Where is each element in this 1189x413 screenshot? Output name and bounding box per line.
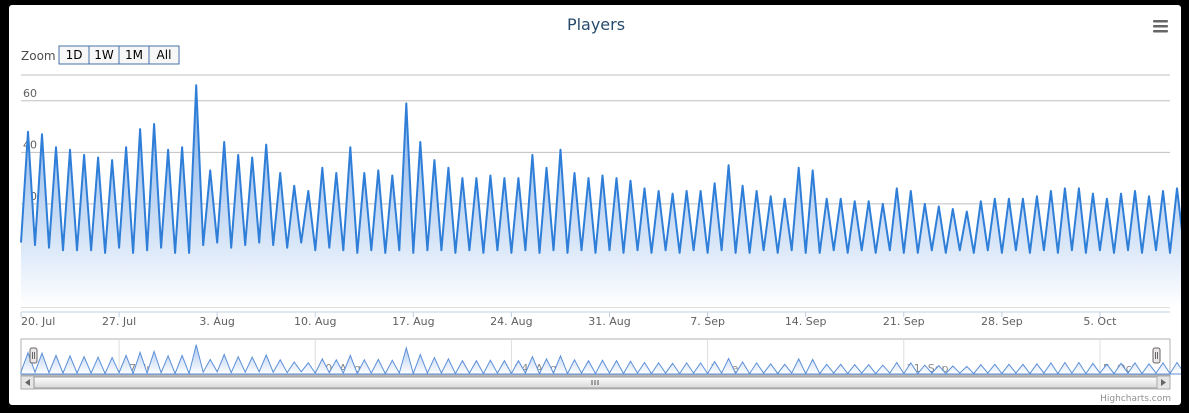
x-tick-label: 28. Sep bbox=[981, 315, 1023, 328]
zoom-button-1d[interactable]: 1D bbox=[58, 45, 90, 65]
x-tick-label: 3. Aug bbox=[199, 315, 234, 328]
zoom-button-all[interactable]: All bbox=[148, 45, 180, 65]
zoom-button-label: 1D bbox=[66, 48, 83, 62]
zoom-label: Zoom bbox=[21, 49, 56, 63]
x-axis-labels: 20. Jul 27. Jul 3. Aug 10. Aug 17. Aug 24. Au… bbox=[20, 311, 1170, 328]
x-tick-label: 5. Oct bbox=[1083, 315, 1117, 328]
x-tick-label: 31. Aug bbox=[588, 315, 630, 328]
zoom-button-label: All bbox=[157, 48, 172, 62]
x-tick-label: 7. Sep bbox=[690, 315, 725, 328]
hamburger-menu-icon[interactable] bbox=[1149, 15, 1171, 37]
zoom-button-1w[interactable]: 1W bbox=[88, 45, 120, 65]
x-tick-label: 10. Aug bbox=[294, 315, 336, 328]
zoom-button-label: 1M bbox=[125, 48, 143, 62]
zoom-buttons: 1D 1W 1M All bbox=[58, 45, 180, 65]
navigator-left-handle[interactable] bbox=[29, 347, 38, 364]
series-line bbox=[20, 84, 1181, 254]
x-tick-label: 20. Jul bbox=[21, 315, 55, 328]
arrow-right-icon bbox=[1161, 379, 1166, 386]
x-tick-label: 17. Aug bbox=[392, 315, 434, 328]
chart-title: Players bbox=[567, 15, 625, 34]
scrollbar[interactable] bbox=[20, 375, 1171, 390]
x-tick-label: 27. Jul bbox=[102, 315, 136, 328]
x-tick-label: 24. Aug bbox=[490, 315, 532, 328]
scroll-right-button[interactable] bbox=[1156, 375, 1171, 390]
scroll-left-button[interactable] bbox=[20, 375, 35, 390]
y-tick-label: 60 bbox=[23, 87, 37, 100]
x-tick-label: 14. Sep bbox=[785, 315, 827, 328]
x-tick-label: 21. Sep bbox=[883, 315, 925, 328]
zoom-button-label: 1W bbox=[94, 48, 114, 62]
zoom-button-1m[interactable]: 1M bbox=[118, 45, 150, 65]
arrow-left-icon bbox=[25, 379, 30, 386]
scroll-grip-icon bbox=[591, 380, 599, 385]
credits-link[interactable]: Highcharts.com bbox=[1100, 394, 1171, 404]
navigator-right-handle[interactable] bbox=[1152, 347, 1161, 364]
